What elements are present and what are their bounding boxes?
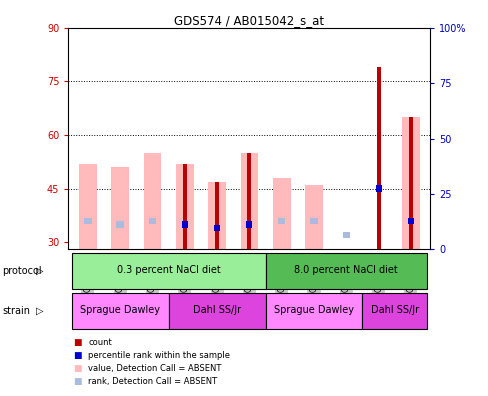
- Bar: [79, 164, 97, 249]
- Bar: [277, 218, 285, 224]
- Bar: [143, 153, 161, 249]
- Bar: [272, 178, 290, 249]
- Bar: [116, 221, 123, 228]
- Bar: [84, 218, 91, 224]
- Bar: [375, 185, 381, 192]
- Bar: [401, 117, 419, 249]
- Bar: [72, 293, 168, 329]
- Text: ■: ■: [73, 338, 81, 347]
- Bar: [247, 153, 251, 249]
- Bar: [342, 232, 349, 238]
- Title: GDS574 / AB015042_s_at: GDS574 / AB015042_s_at: [174, 13, 324, 27]
- Text: Sprague Dawley: Sprague Dawley: [273, 305, 353, 315]
- Bar: [305, 185, 322, 249]
- Bar: [176, 164, 193, 249]
- Bar: [407, 218, 413, 224]
- Text: ■: ■: [73, 377, 81, 386]
- Bar: [376, 67, 380, 249]
- Bar: [265, 253, 426, 289]
- Text: Sprague Dawley: Sprague Dawley: [80, 305, 160, 315]
- Bar: [182, 221, 187, 228]
- Bar: [309, 218, 317, 224]
- Text: ▷: ▷: [36, 266, 43, 276]
- Text: count: count: [88, 338, 112, 347]
- Text: protocol: protocol: [2, 266, 42, 276]
- Text: ■: ■: [73, 351, 81, 360]
- Bar: [215, 181, 219, 249]
- Text: 0.3 percent NaCl diet: 0.3 percent NaCl diet: [117, 265, 220, 276]
- Text: Dahl SS/Jr: Dahl SS/Jr: [193, 305, 241, 315]
- Bar: [183, 164, 186, 249]
- Text: percentile rank within the sample: percentile rank within the sample: [88, 351, 229, 360]
- Bar: [214, 225, 220, 231]
- Bar: [265, 293, 362, 329]
- Text: Dahl SS/Jr: Dahl SS/Jr: [370, 305, 418, 315]
- Bar: [72, 253, 265, 289]
- Bar: [168, 293, 265, 329]
- Bar: [240, 153, 258, 249]
- Bar: [362, 293, 426, 329]
- Text: rank, Detection Call = ABSENT: rank, Detection Call = ABSENT: [88, 377, 217, 386]
- Bar: [208, 181, 225, 249]
- Text: strain: strain: [2, 306, 30, 316]
- Text: value, Detection Call = ABSENT: value, Detection Call = ABSENT: [88, 364, 221, 373]
- Bar: [148, 218, 156, 224]
- Text: ■: ■: [73, 364, 81, 373]
- Text: ▷: ▷: [36, 306, 43, 316]
- Bar: [408, 117, 412, 249]
- Bar: [246, 221, 252, 228]
- Bar: [111, 167, 129, 249]
- Text: 8.0 percent NaCl diet: 8.0 percent NaCl diet: [294, 265, 397, 276]
